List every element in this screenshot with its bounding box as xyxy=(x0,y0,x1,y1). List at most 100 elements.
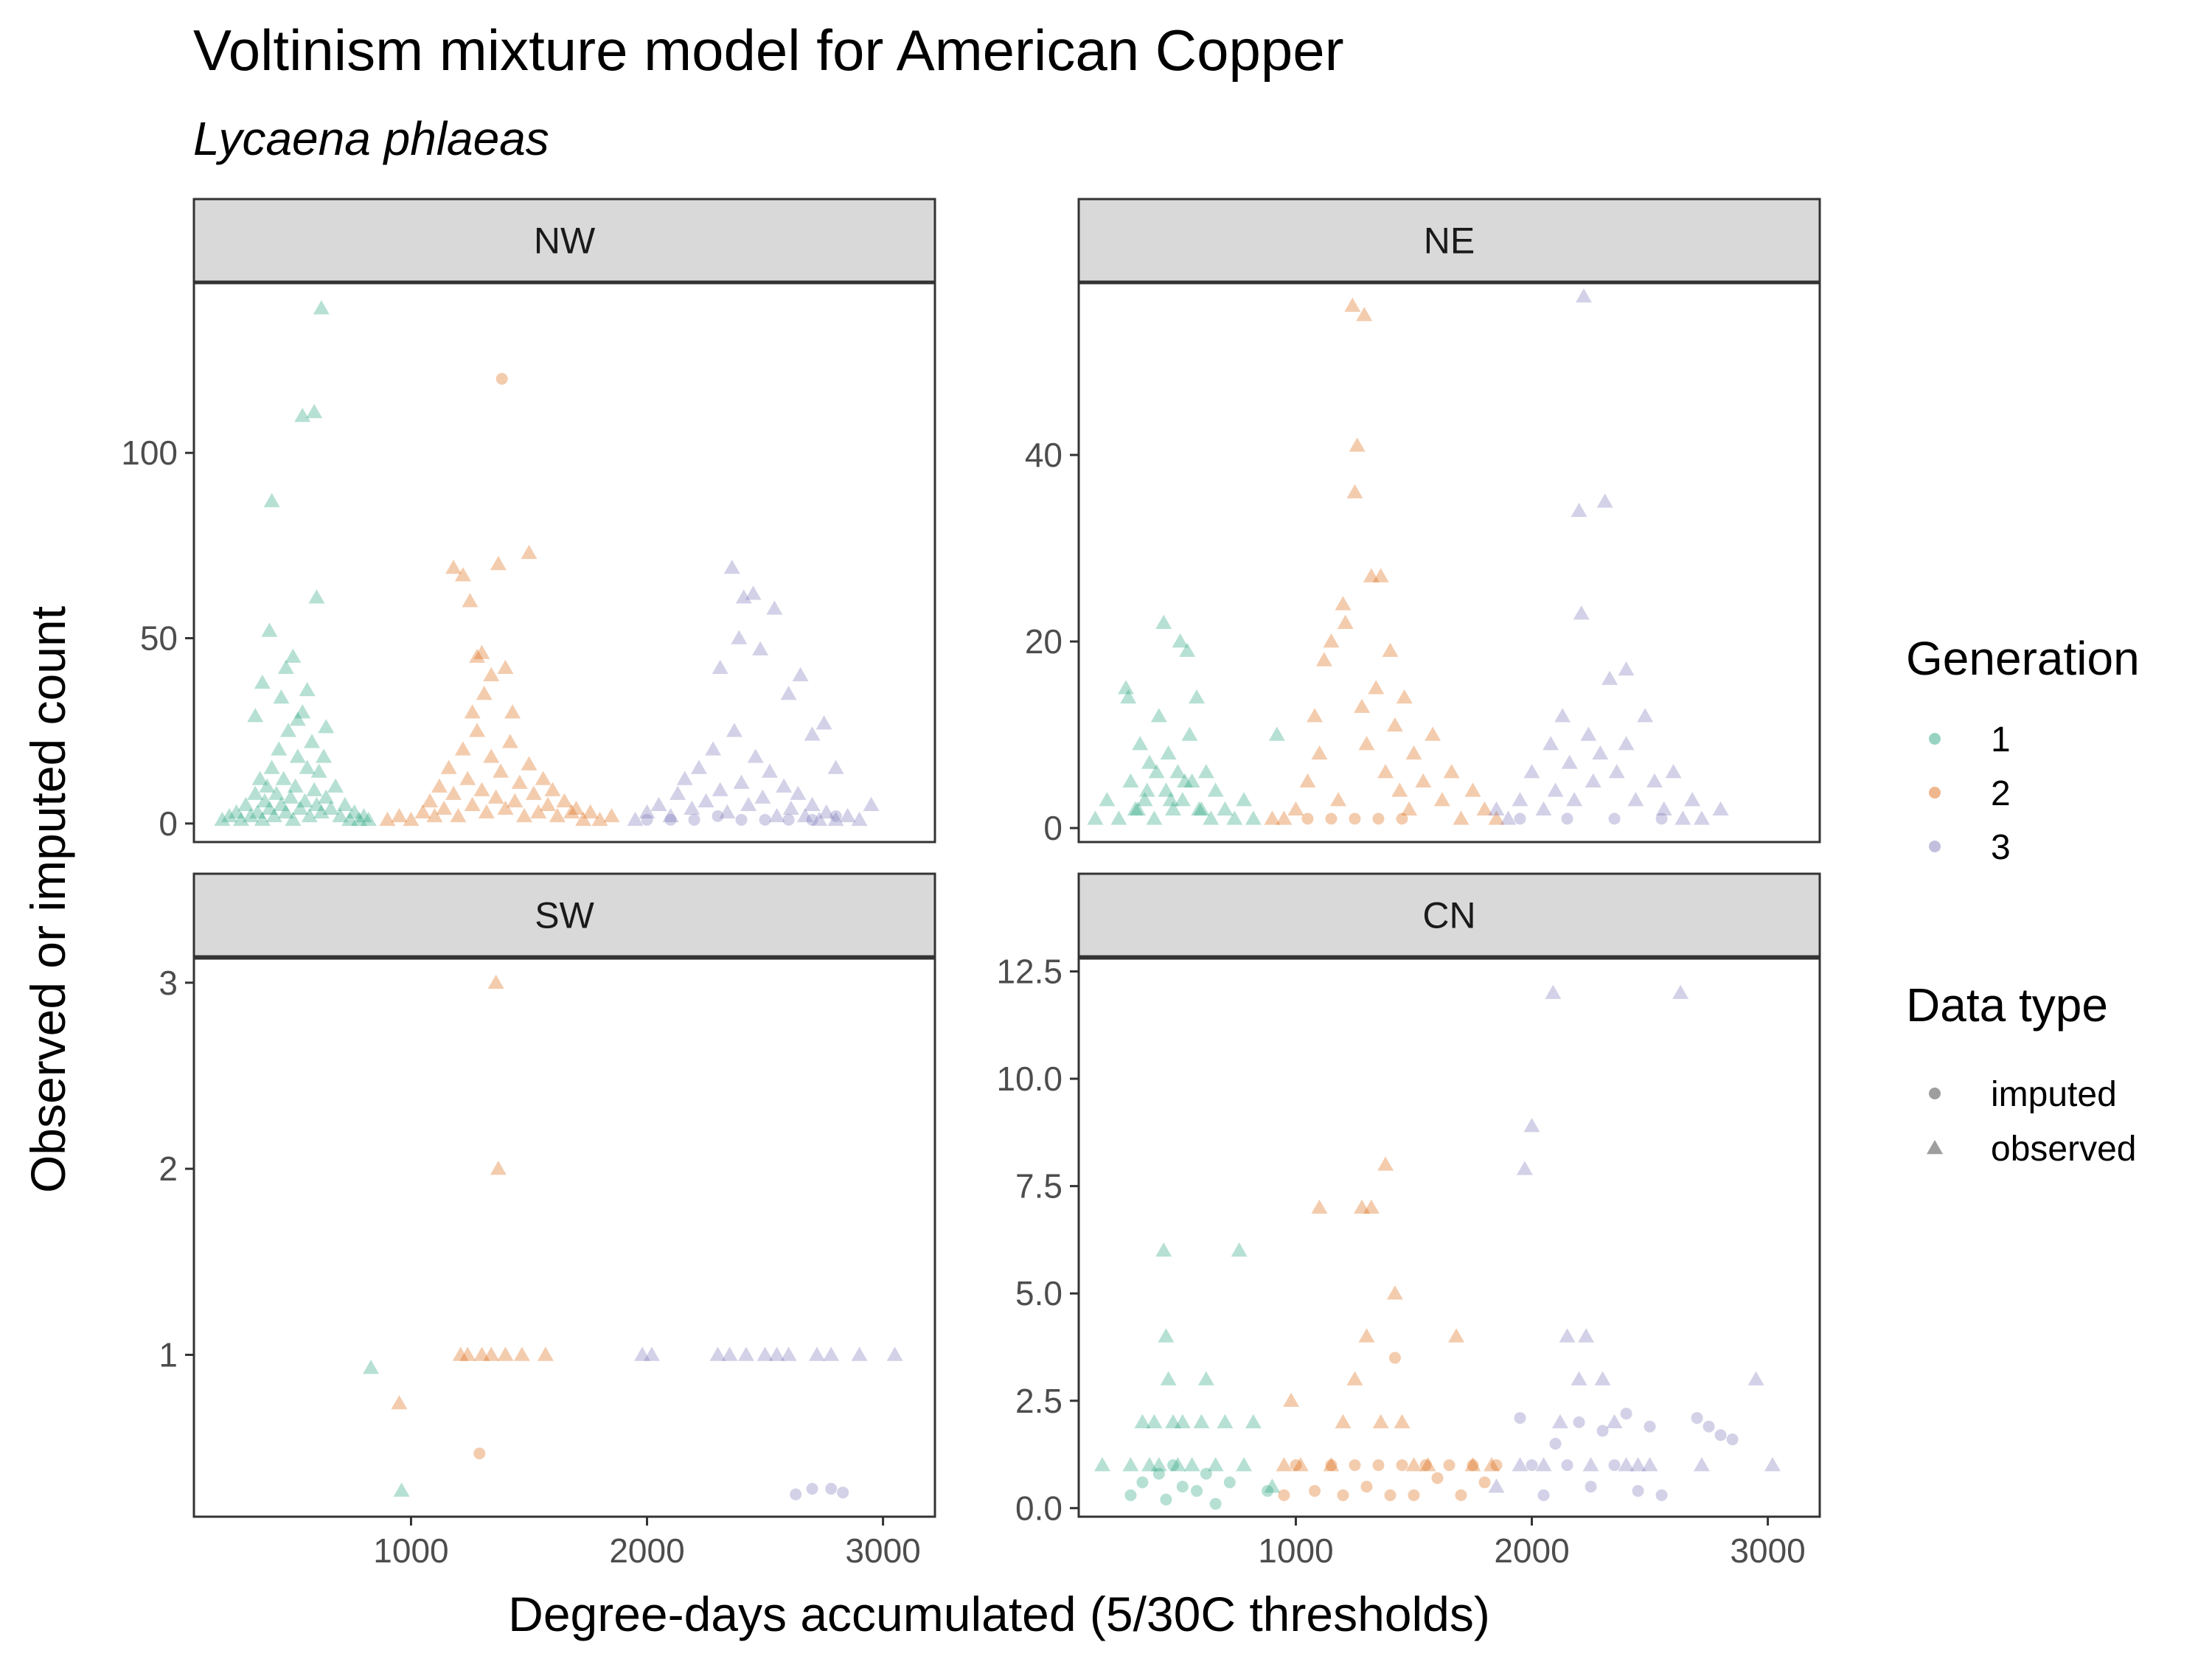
data-point-observed xyxy=(1245,1413,1262,1429)
data-point-observed xyxy=(501,734,518,748)
data-point-observed xyxy=(504,704,521,719)
data-point-observed xyxy=(318,789,335,804)
data-point-imputed xyxy=(1478,1476,1491,1489)
data-point-observed xyxy=(1299,773,1316,788)
data-point-observed xyxy=(1512,792,1528,807)
data-point-observed xyxy=(1207,1457,1224,1472)
data-point-observed xyxy=(1323,633,1340,648)
data-point-observed xyxy=(431,778,448,793)
data-point-observed xyxy=(454,567,471,582)
data-point-observed xyxy=(304,734,321,748)
data-point-observed xyxy=(1554,708,1571,723)
legend-label-generation: 2 xyxy=(1991,774,2011,813)
data-point-observed xyxy=(575,811,592,827)
data-point-observed xyxy=(1181,726,1198,741)
data-point-observed xyxy=(1443,764,1460,779)
data-point-observed xyxy=(757,1346,773,1361)
data-point-observed xyxy=(1764,1457,1781,1472)
data-point-observed xyxy=(1484,1457,1500,1472)
data-point-observed xyxy=(1606,1413,1623,1429)
data-point-observed xyxy=(1476,801,1493,815)
data-point-observed xyxy=(1127,801,1144,815)
data-point-observed xyxy=(669,785,686,800)
data-point-imputed xyxy=(1396,813,1408,825)
data-point-observed xyxy=(768,807,785,823)
data-point-imputed xyxy=(495,372,508,385)
y-tick-label: 12.5 xyxy=(996,952,1062,990)
data-point-observed xyxy=(450,807,467,823)
data-point-observed xyxy=(1197,1371,1214,1385)
data-point-observed xyxy=(1693,810,1710,825)
data-point-imputed xyxy=(1514,1412,1526,1425)
data-point-observed xyxy=(782,800,799,815)
data-point-observed xyxy=(254,811,271,827)
data-point-imputed xyxy=(1209,1498,1222,1510)
data-point-observed xyxy=(1138,782,1155,797)
data-point-observed xyxy=(1193,1413,1210,1429)
data-point-observed xyxy=(1203,810,1220,825)
data-point-observed xyxy=(1425,726,1441,741)
data-point-imputed xyxy=(782,813,795,826)
data-point-imputed xyxy=(1514,813,1526,825)
data-point-observed xyxy=(1130,801,1147,815)
data-point-imputed xyxy=(1360,1481,1373,1493)
panel-border xyxy=(192,281,936,844)
data-point-observed xyxy=(1174,792,1191,807)
data-point-observed xyxy=(1165,801,1182,815)
data-point-observed xyxy=(1330,792,1347,807)
data-point-observed xyxy=(292,800,309,815)
data-point-observed xyxy=(1712,801,1729,815)
data-point-imputed xyxy=(825,1483,838,1495)
chart-title: Voltinism mixture model for American Cop… xyxy=(193,18,1344,83)
data-point-observed xyxy=(1684,792,1701,807)
data-point-observed xyxy=(1396,689,1413,704)
data-point-observed xyxy=(289,712,306,726)
data-point-observed xyxy=(476,685,493,700)
data-point-observed xyxy=(422,793,439,807)
data-point-imputed xyxy=(1152,1467,1165,1480)
y-tick-label: 7.5 xyxy=(1015,1167,1062,1206)
data-point-observed xyxy=(261,622,278,637)
data-point-imputed xyxy=(830,810,842,822)
data-point-observed xyxy=(1349,437,1366,452)
data-point-observed xyxy=(483,1346,500,1361)
data-point-observed xyxy=(280,723,297,737)
data-point-observed xyxy=(478,804,495,819)
data-point-observed xyxy=(521,544,538,560)
data-point-observed xyxy=(1464,782,1481,797)
data-point-observed xyxy=(1547,782,1564,797)
data-point-imputed xyxy=(1644,1420,1656,1433)
data-point-observed xyxy=(1618,661,1635,676)
data-point-imputed xyxy=(1176,1481,1189,1493)
data-point-imputed xyxy=(1223,1476,1236,1489)
legend-label-generation: 3 xyxy=(1991,828,2011,867)
data-point-observed xyxy=(705,741,722,756)
data-point-observed xyxy=(426,807,443,823)
data-point-imputed xyxy=(473,1447,486,1460)
data-point-observed xyxy=(1627,792,1644,807)
data-point-observed xyxy=(815,715,832,730)
data-point-imputed xyxy=(1443,1459,1455,1472)
data-point-observed xyxy=(1174,1413,1191,1429)
facet-strip-label: SW xyxy=(535,895,594,936)
data-point-observed xyxy=(731,630,748,644)
data-point-observed xyxy=(459,771,476,785)
data-point-observed xyxy=(1337,614,1354,629)
data-point-imputed xyxy=(1384,1489,1397,1501)
data-point-observed xyxy=(591,811,608,827)
data-point-observed xyxy=(1132,736,1149,751)
data-point-observed xyxy=(1573,605,1590,620)
facet-strip xyxy=(192,198,936,284)
data-point-observed xyxy=(391,1395,408,1410)
data-point-observed xyxy=(490,1161,507,1175)
data-point-observed xyxy=(1405,745,1422,760)
data-point-observed xyxy=(332,807,349,823)
data-point-observed xyxy=(1148,764,1165,779)
data-point-observed xyxy=(247,708,264,723)
data-point-observed xyxy=(1363,1199,1380,1214)
data-point-imputed xyxy=(1372,1459,1385,1472)
data-points xyxy=(1094,984,1781,1510)
data-point-observed xyxy=(643,1346,660,1361)
data-point-observed xyxy=(634,1346,651,1361)
